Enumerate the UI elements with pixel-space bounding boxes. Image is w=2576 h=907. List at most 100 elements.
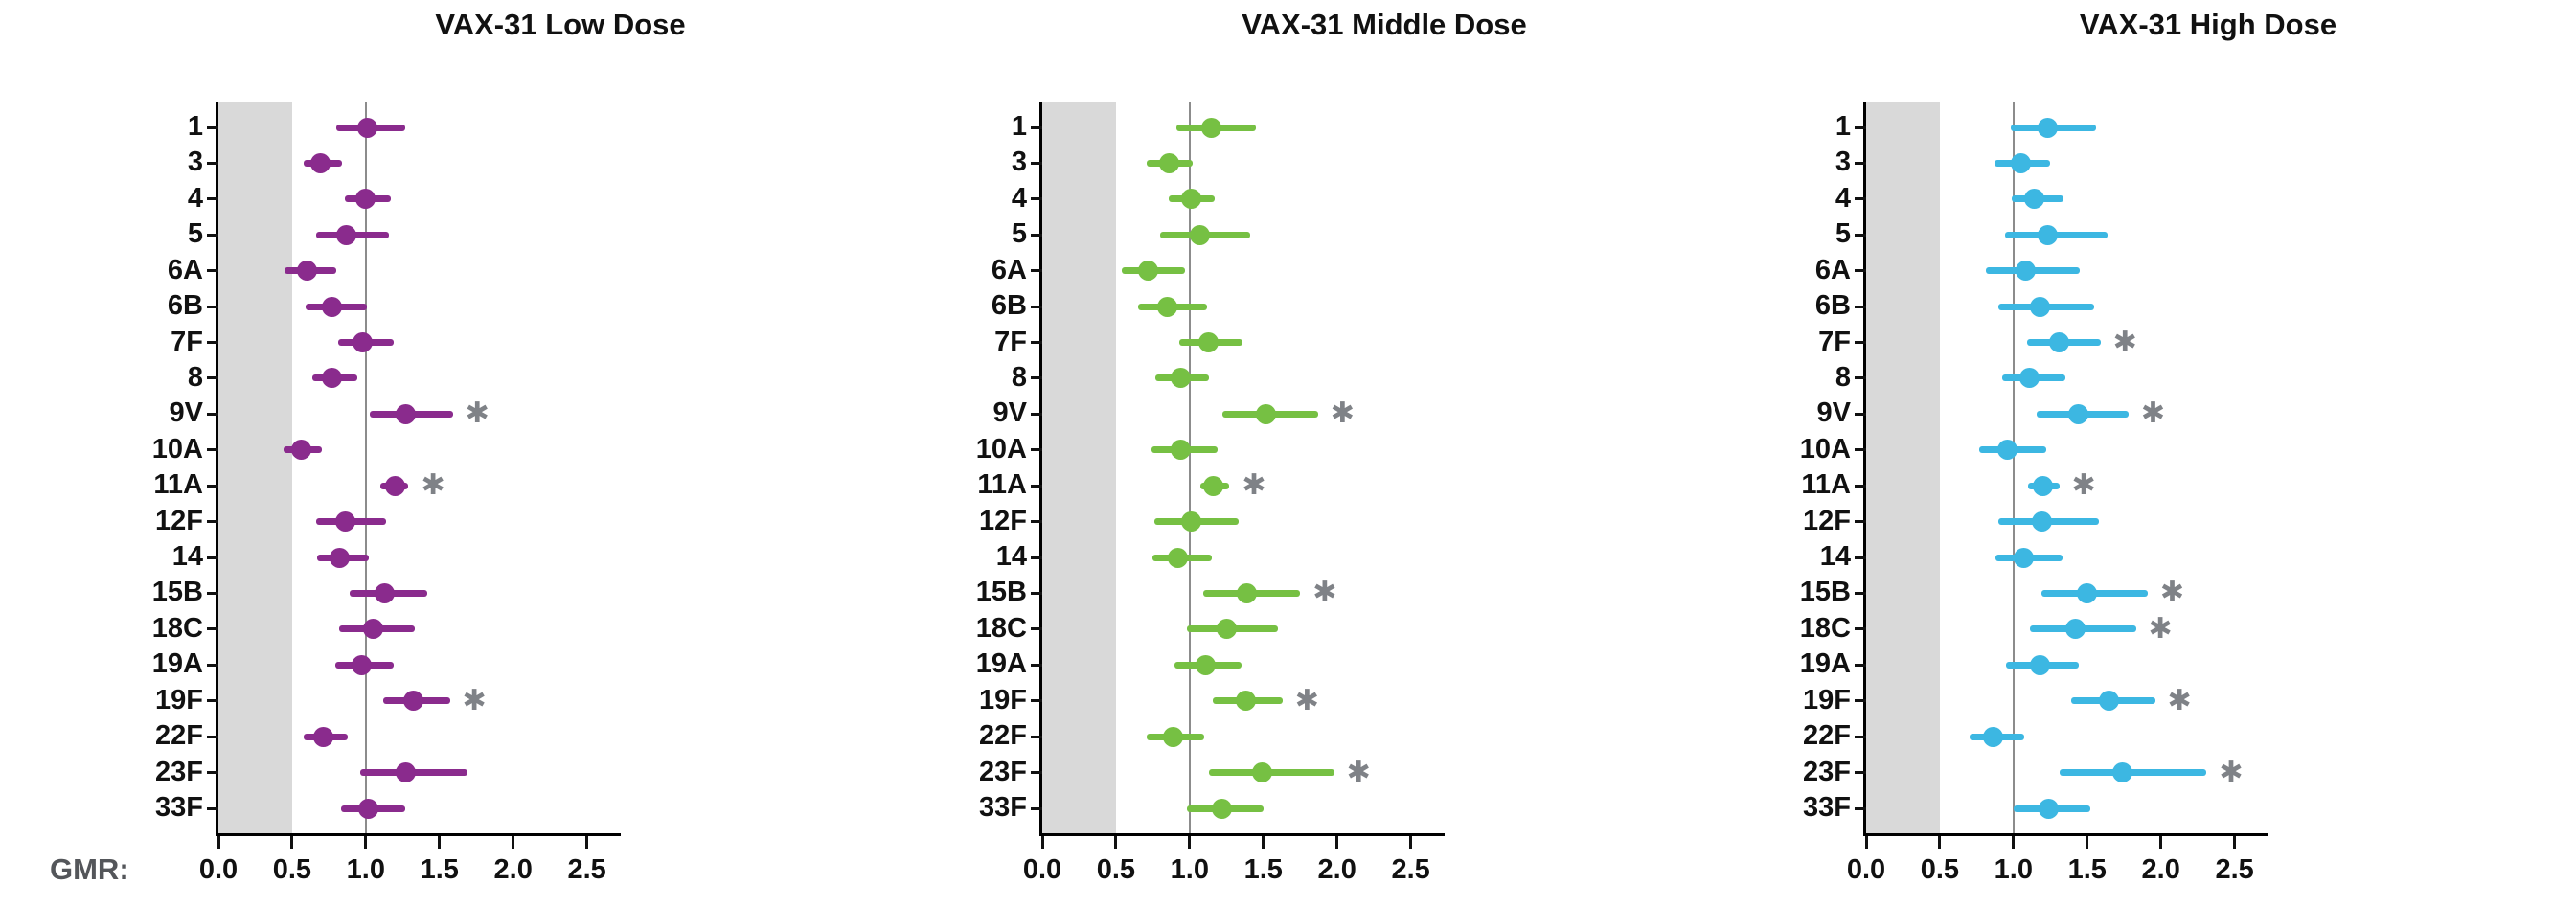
serotype-label: 4 [1011, 182, 1027, 214]
y-axis-tick [1031, 735, 1042, 738]
serotype-label: 8 [1011, 361, 1027, 393]
x-axis-tick [217, 836, 220, 849]
serotype-label: 6A [1814, 254, 1851, 285]
serotype-label: 12F [155, 505, 203, 536]
y-axis-tick [207, 161, 218, 165]
serotype-label: 15B [975, 577, 1027, 608]
gmr-point [2014, 547, 2035, 568]
y-axis-tick [1855, 663, 1866, 667]
y-axis-tick [1031, 125, 1042, 129]
x-axis-tick [1262, 836, 1265, 849]
x-axis-tick-label: 1.0 [346, 854, 385, 885]
serotype-label: 10A [1799, 433, 1851, 465]
x-axis-tick [1114, 836, 1118, 849]
gmr-point [2039, 798, 2060, 819]
y-axis-tick [1031, 341, 1042, 345]
x-axis-tick [512, 836, 515, 849]
significance-asterisk: ✱ [1312, 576, 1337, 610]
gmr-point [2099, 691, 2120, 712]
gmr-point [2031, 511, 2052, 533]
y-axis-tick [207, 591, 218, 595]
gmr-point [363, 619, 384, 640]
y-axis-tick [207, 197, 218, 201]
y-axis-tick [207, 412, 218, 416]
serotype-label: 19A [975, 648, 1027, 680]
x-axis-tick [438, 836, 442, 849]
x-axis-tick-label: 1.5 [2067, 854, 2107, 885]
significance-asterisk: ✱ [1346, 755, 1371, 789]
serotype-label: 12F [1803, 505, 1851, 536]
x-axis-tick-label: 1.5 [1243, 854, 1283, 885]
panel-title-low-dose: VAX-31 Low Dose [435, 8, 686, 41]
x-axis-tick [1938, 836, 1942, 849]
gmr-point [2011, 152, 2032, 173]
gmr-point [2019, 368, 2040, 389]
serotype-label: 19A [1799, 648, 1851, 680]
serotype-label: 10A [151, 433, 203, 465]
y-axis-tick [1855, 376, 1866, 380]
gmr-point [1171, 440, 1192, 461]
y-axis-tick [1031, 448, 1042, 452]
gmr-point [321, 296, 342, 317]
y-axis-tick [1855, 484, 1866, 488]
serotype-label: 9V [992, 397, 1027, 429]
serotype-label: 6B [1814, 290, 1851, 322]
y-axis-tick [207, 806, 218, 810]
serotype-label: 33F [979, 792, 1027, 823]
gmr-point [1982, 726, 2003, 747]
gmr-point [2077, 582, 2098, 603]
y-axis-tick [1855, 305, 1866, 308]
y-axis-tick [1031, 591, 1042, 595]
serotype-label: 18C [975, 612, 1027, 644]
x-axis-tick-label: 0.5 [1096, 854, 1136, 885]
gmr-point [336, 224, 357, 245]
gmr-point [2023, 189, 2044, 210]
x-axis-tick [2012, 836, 2016, 849]
gmr-point [1216, 619, 1237, 640]
serotype-label: 6B [991, 290, 1027, 322]
y-axis-tick [207, 771, 218, 775]
y-axis-tick [207, 735, 218, 738]
gmr-point [395, 762, 416, 783]
gmr-point [1201, 117, 1222, 138]
gmr-point [1163, 726, 1184, 747]
serotype-label: 4 [187, 182, 203, 214]
y-axis-tick [1031, 520, 1042, 524]
y-axis-tick [207, 556, 218, 559]
y-axis-tick [1855, 735, 1866, 738]
x-axis-tick-label: 1.0 [1994, 854, 2033, 885]
y-axis-tick [1031, 771, 1042, 775]
x-axis-tick-label: 1.0 [1170, 854, 1209, 885]
gmr-point [1251, 762, 1272, 783]
serotype-label: 3 [1011, 147, 1027, 178]
serotype-label: 7F [171, 326, 203, 357]
y-axis-tick [207, 233, 218, 237]
serotype-label: 10A [975, 433, 1027, 465]
y-axis-tick [1031, 412, 1042, 416]
gmr-point [321, 368, 342, 389]
x-axis-tick [290, 836, 294, 849]
serotype-label: 19F [1803, 684, 1851, 715]
y-axis-tick [1855, 412, 1866, 416]
gmr-point [2112, 762, 2133, 783]
gmr-point [2064, 619, 2086, 640]
x-axis-tick [2086, 836, 2089, 849]
gmr-point [296, 261, 317, 282]
gmr-point [402, 691, 423, 712]
serotype-label: 6A [167, 254, 203, 285]
gmr-point [1997, 440, 2018, 461]
gmr-point [1138, 261, 1159, 282]
serotype-label: 5 [1011, 218, 1027, 250]
x-axis-tick-label: 2.5 [2215, 854, 2254, 885]
gmr-point [2037, 224, 2058, 245]
gmr-point [2049, 332, 2070, 353]
significance-asterisk: ✱ [2140, 397, 2165, 431]
serotype-label: 33F [155, 792, 203, 823]
serotype-label: 23F [155, 756, 203, 787]
gmr-point [375, 582, 396, 603]
significance-asterisk: ✱ [2112, 325, 2137, 359]
gmr-point [1180, 511, 1201, 533]
gmr-point [1158, 152, 1179, 173]
shaded-band [1866, 102, 1940, 833]
